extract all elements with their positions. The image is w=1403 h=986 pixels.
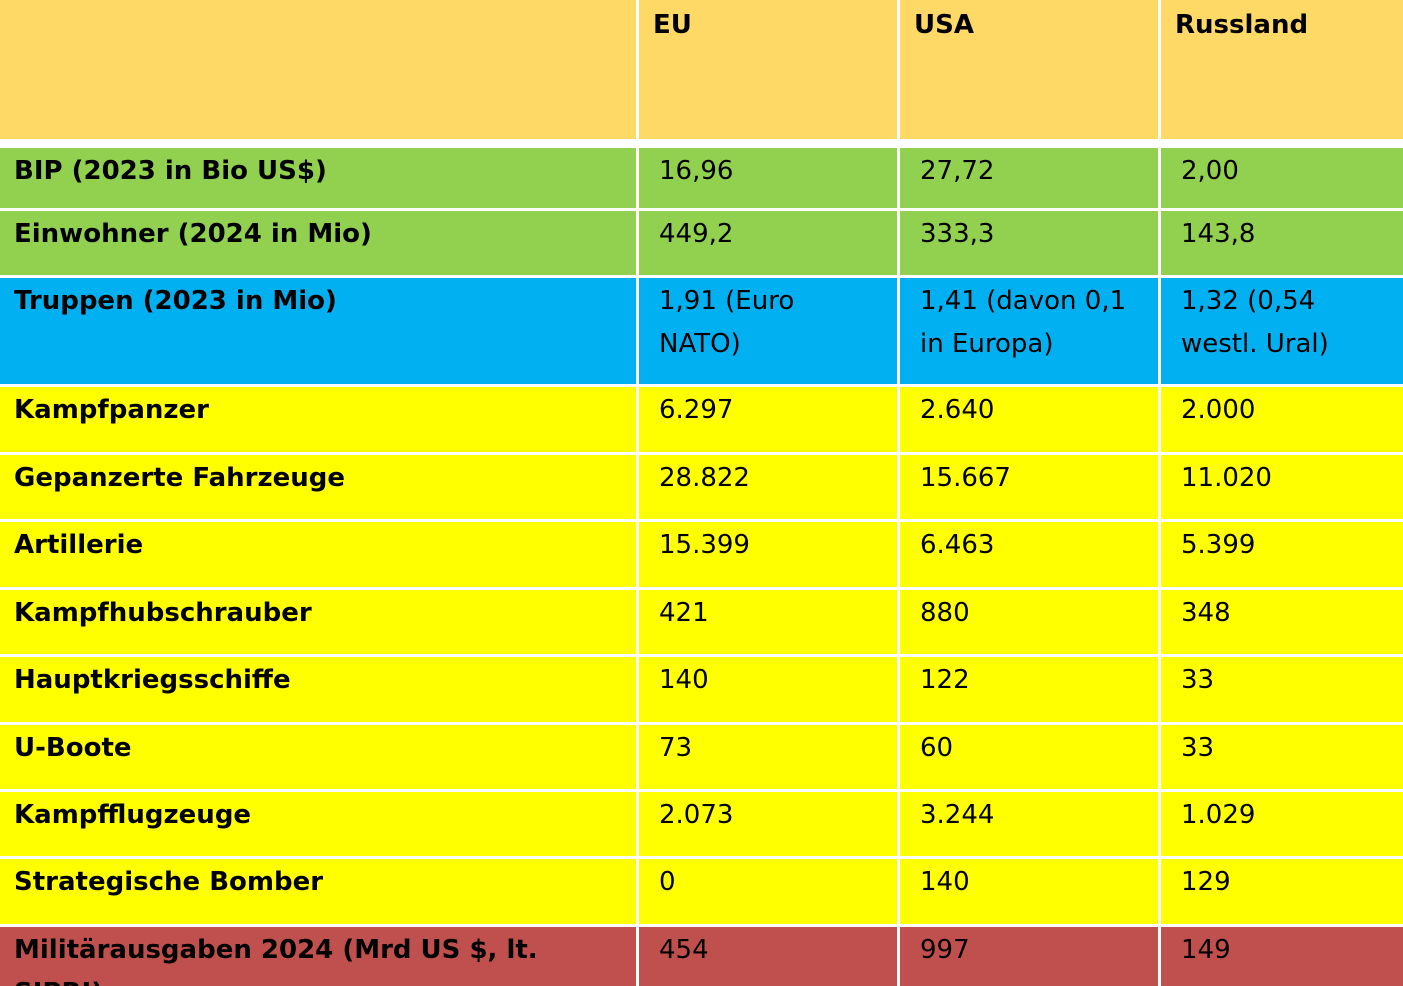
value-cell-eu: 421 <box>639 590 897 654</box>
value-cell-russland: 33 <box>1161 657 1403 722</box>
value-cell-eu: 449,2 <box>639 211 897 275</box>
value-cell-russland: 129 <box>1161 859 1403 924</box>
value-cell-eu: 140 <box>639 657 897 722</box>
header-eu: EU <box>639 0 897 139</box>
row-label-einwohner-2024-in-mio: Einwohner (2024 in Mio) <box>0 211 636 275</box>
row-label-hauptkriegsschiffe: Hauptkriegsschiffe <box>0 657 636 722</box>
value-cell-russland: 1,32 (0,54 westl. Ural) <box>1161 278 1403 384</box>
value-cell-russland: 33 <box>1161 725 1403 789</box>
value-cell-usa: 3.244 <box>900 792 1158 856</box>
row-label-kampfflugzeuge: Kampfflugzeuge <box>0 792 636 856</box>
value-cell-eu: 0 <box>639 859 897 924</box>
row-label-kampfpanzer: Kampfpanzer <box>0 387 636 452</box>
value-cell-russland: 143,8 <box>1161 211 1403 275</box>
value-cell-eu: 16,96 <box>639 148 897 208</box>
value-cell-usa: 880 <box>900 590 1158 654</box>
value-cell-russland: 1.029 <box>1161 792 1403 856</box>
value-cell-eu: 2.073 <box>639 792 897 856</box>
row-label-truppen-2023-in-mio: Truppen (2023 in Mio) <box>0 278 636 384</box>
value-cell-russland: 11.020 <box>1161 455 1403 519</box>
value-cell-eu: 15.399 <box>639 522 897 587</box>
row-label-kampfhubschrauber: Kampfhubschrauber <box>0 590 636 654</box>
row-label-militärausgaben-2024-mrd-us-lt-sipri: Militärausgaben 2024 (Mrd US $, lt. SIPR… <box>0 927 636 986</box>
value-cell-usa: 15.667 <box>900 455 1158 519</box>
row-label-strategische-bomber: Strategische Bomber <box>0 859 636 924</box>
value-cell-usa: 60 <box>900 725 1158 789</box>
header-usa: USA <box>900 0 1158 139</box>
row-label-bip-2023-in-bio-us: BIP (2023 in Bio US$) <box>0 148 636 208</box>
value-cell-eu: 1,91 (Euro NATO) <box>639 278 897 384</box>
value-cell-usa: 122 <box>900 657 1158 722</box>
value-cell-eu: 6.297 <box>639 387 897 452</box>
value-cell-eu: 28.822 <box>639 455 897 519</box>
value-cell-usa: 6.463 <box>900 522 1158 587</box>
row-label-artillerie: Artillerie <box>0 522 636 587</box>
value-cell-usa: 997 <box>900 927 1158 986</box>
header-corner-cell <box>0 0 636 139</box>
value-cell-russland: 5.399 <box>1161 522 1403 587</box>
value-cell-usa: 27,72 <box>900 148 1158 208</box>
value-cell-russland: 2.000 <box>1161 387 1403 452</box>
value-cell-russland: 149 <box>1161 927 1403 986</box>
value-cell-russland: 2,00 <box>1161 148 1403 208</box>
value-cell-eu: 454 <box>639 927 897 986</box>
value-cell-usa: 1,41 (davon 0,1 in Europa) <box>900 278 1158 384</box>
row-label-gepanzerte-fahrzeuge: Gepanzerte Fahrzeuge <box>0 455 636 519</box>
value-cell-russland: 348 <box>1161 590 1403 654</box>
header-russland: Russland <box>1161 0 1403 139</box>
row-label-u-boote: U-Boote <box>0 725 636 789</box>
value-cell-usa: 333,3 <box>900 211 1158 275</box>
value-cell-usa: 140 <box>900 859 1158 924</box>
value-cell-usa: 2.640 <box>900 387 1158 452</box>
value-cell-eu: 73 <box>639 725 897 789</box>
